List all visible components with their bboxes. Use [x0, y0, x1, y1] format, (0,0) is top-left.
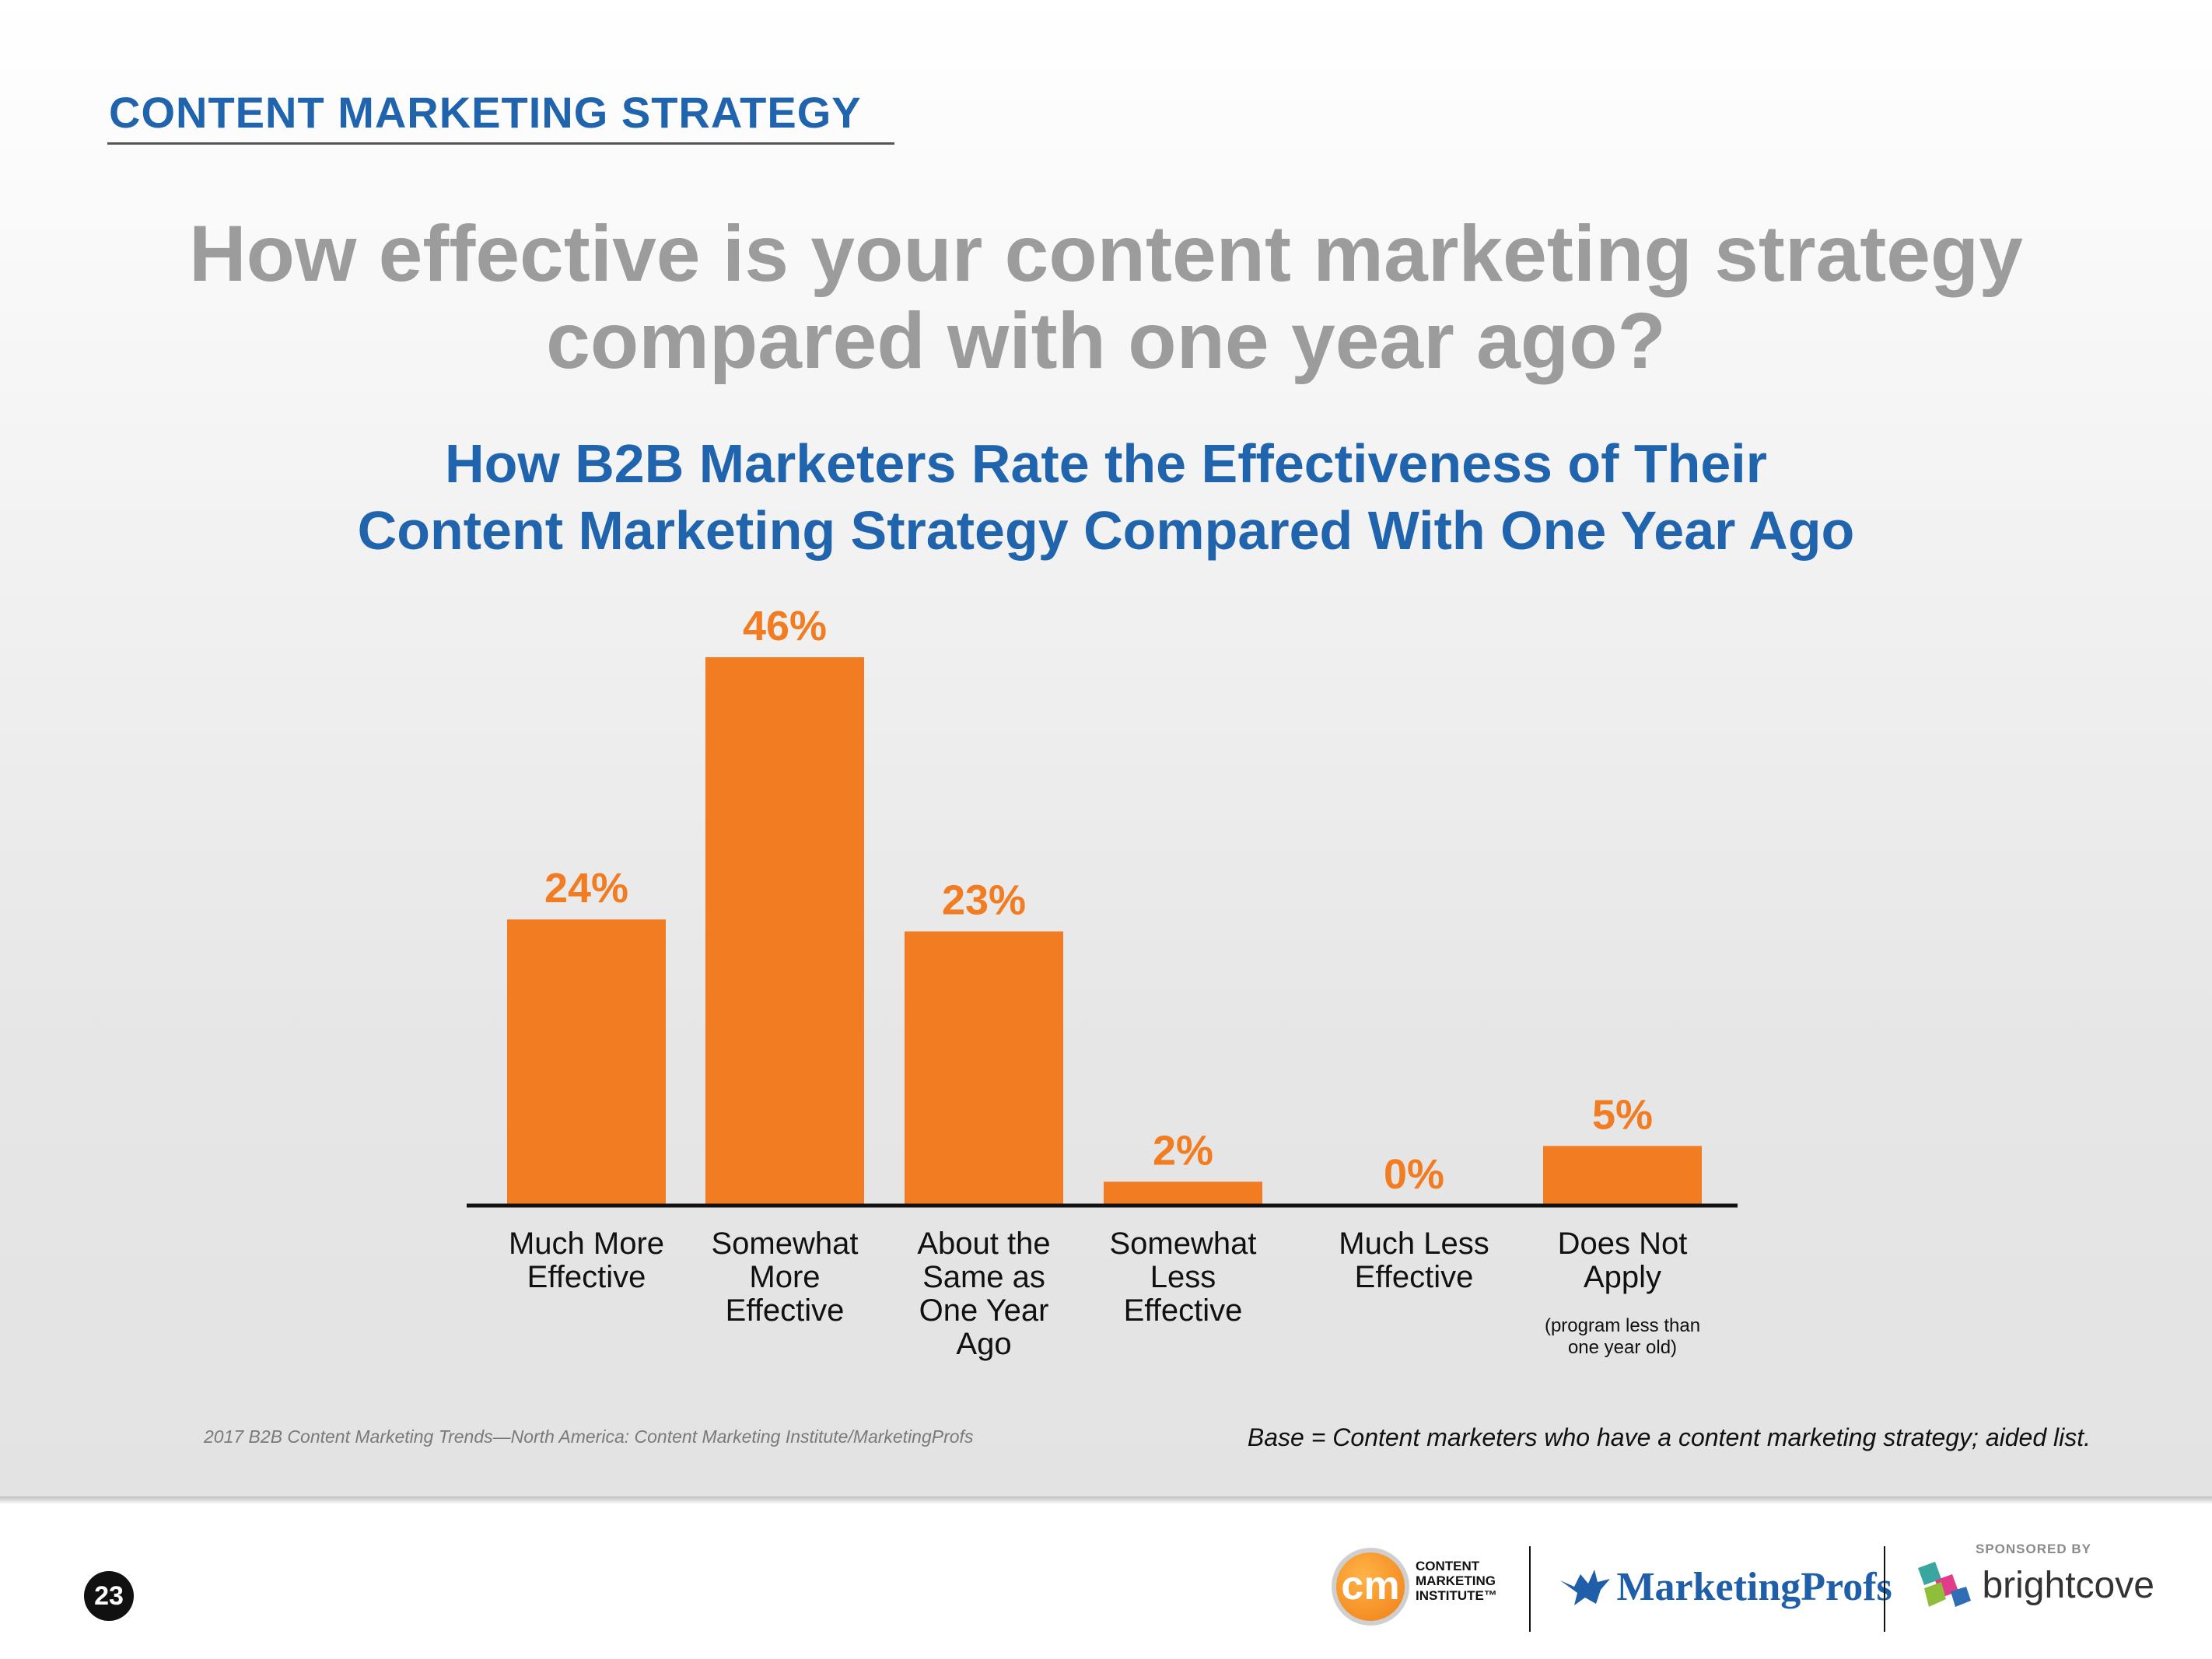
brightcove-wordmark: brightcove: [1982, 1564, 2154, 1606]
question-line-2: compared with one year ago?: [546, 296, 1666, 385]
cmi-line-3: INSTITUTE™: [1416, 1588, 1497, 1603]
chart-title-line-2: Content Marketing Strategy Compared With…: [357, 500, 1855, 561]
category-label: Ago: [956, 1327, 1011, 1361]
category-label: Effective: [726, 1293, 845, 1328]
marketingprofs-wordmark: MarketingProfs: [1616, 1564, 1892, 1609]
chart-title-line-1: How B2B Marketers Rate the Effectiveness…: [445, 433, 1767, 494]
category-label: Somewhat: [712, 1227, 859, 1261]
data-label: 2%: [1153, 1127, 1213, 1174]
sponsored-label: SPONSORED BY: [1976, 1542, 2091, 1556]
category-label: More: [749, 1260, 820, 1294]
category-label: Same as: [922, 1260, 1045, 1294]
question-heading: How effective is your content marketing …: [0, 210, 2212, 384]
bar: [905, 931, 1063, 1206]
section-underline: [107, 142, 894, 145]
bar: [705, 657, 864, 1206]
category-label: Effective: [527, 1260, 646, 1294]
data-label: 46%: [743, 603, 827, 649]
footer-divider: [0, 1496, 2212, 1504]
category-label: About the: [917, 1227, 1050, 1261]
cmi-line-1: CONTENT: [1416, 1559, 1480, 1573]
marketingprofs-logo: MarketingProfs: [1557, 1563, 1892, 1618]
data-label: 23%: [942, 877, 1026, 924]
bar: [1104, 1181, 1262, 1206]
bar-chart: 24%46%23%2%0%5%Much MoreEffectiveSomewha…: [467, 603, 1738, 1361]
bar: [1543, 1146, 1702, 1206]
category-label: Effective: [1355, 1260, 1474, 1294]
question-line-1: How effective is your content marketing …: [189, 209, 2023, 298]
category-label: Somewhat: [1110, 1227, 1257, 1261]
logo-separator: [1529, 1546, 1531, 1632]
data-label: 24%: [544, 865, 628, 912]
category-note: one year old): [1568, 1337, 1677, 1358]
category-note: (program less than: [1545, 1315, 1700, 1336]
page-number: 23: [84, 1571, 134, 1621]
brightcove-mark-icon: [1918, 1562, 1971, 1607]
category-label: Does Not: [1558, 1227, 1688, 1261]
chart-title: How B2B Marketers Rate the Effectiveness…: [0, 430, 2212, 564]
bar: [507, 919, 666, 1206]
logo-separator: [1884, 1546, 1885, 1632]
category-label: One Year: [919, 1293, 1049, 1328]
category-label: Less: [1150, 1260, 1216, 1294]
category-label: Much Less: [1339, 1227, 1489, 1261]
cmi-line-2: MARKETING: [1416, 1573, 1496, 1588]
section-title: CONTENT MARKETING STRATEGY: [109, 88, 862, 137]
cmi-wordmark: CONTENT MARKETING INSTITUTE™: [1416, 1559, 1509, 1603]
cmi-badge-icon: cm: [1332, 1548, 1409, 1626]
cmi-logo: cm CONTENT MARKETING INSTITUTE™: [1332, 1548, 1503, 1633]
data-label: 0%: [1384, 1151, 1444, 1198]
source-note: 2017 B2B Content Marketing Trends—North …: [204, 1426, 974, 1447]
category-label: Effective: [1124, 1293, 1243, 1328]
slide-background: CONTENT MARKETING STRATEGY How effective…: [0, 0, 2212, 1501]
base-note: Base = Content marketers who have a cont…: [1247, 1423, 2091, 1451]
category-label: Much More: [509, 1227, 664, 1261]
category-label: Apply: [1584, 1260, 1661, 1294]
data-label: 5%: [1592, 1091, 1653, 1138]
bird-icon: [1560, 1570, 1610, 1605]
brightcove-logo: brightcove: [1915, 1560, 2154, 1610]
